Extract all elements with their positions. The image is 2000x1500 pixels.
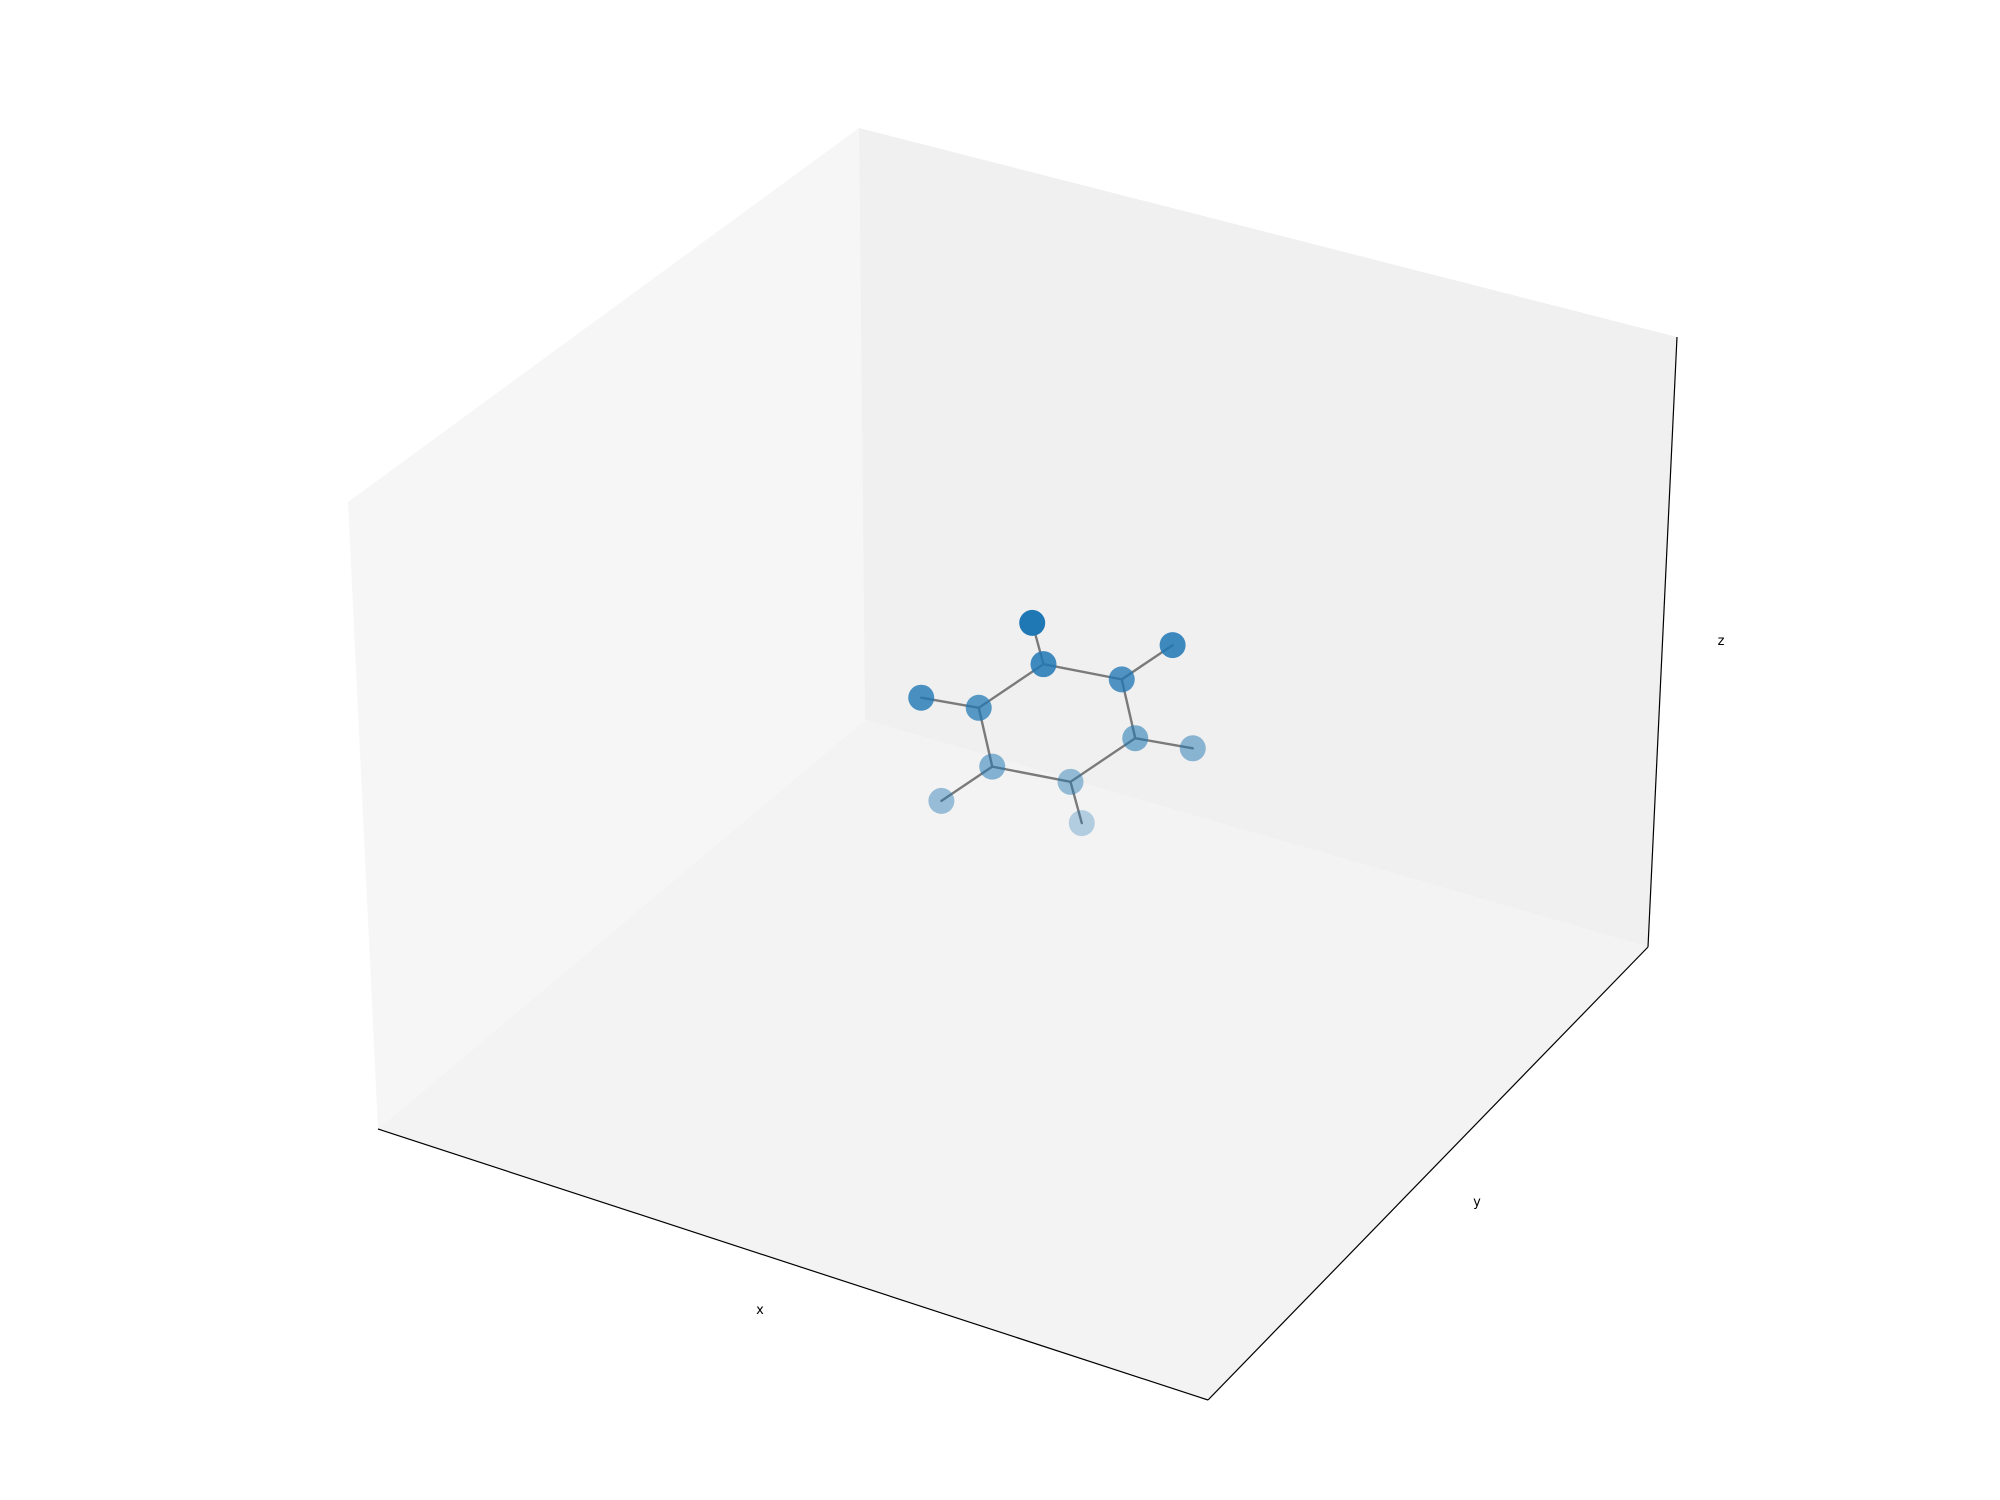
atom-point-C6	[1122, 725, 1149, 752]
bond-C3-C4	[977, 662, 1045, 710]
z-axis-label: z	[1718, 634, 1725, 649]
bond-C4-C5	[1042, 662, 1123, 681]
atoms-layer	[908, 609, 1206, 837]
bond-C1-C2	[991, 765, 1072, 784]
floor-pane	[378, 720, 1648, 1400]
atom-point-C2	[979, 753, 1006, 780]
atom-point-C3	[965, 694, 992, 721]
atom-point-C1	[1057, 768, 1084, 795]
x-axis-line	[377, 1128, 1209, 1401]
bond-C1-H1	[1069, 780, 1083, 825]
atom-point-H2	[928, 787, 955, 814]
z-axis-line	[1647, 336, 1678, 948]
atom-point-H4	[1019, 609, 1046, 636]
atom-point-C4	[1030, 651, 1057, 678]
atom-point-H5	[1159, 632, 1186, 659]
axes-panes	[348, 128, 1678, 1401]
y-axis-line	[1207, 946, 1649, 1401]
back-pane	[859, 128, 1677, 947]
x-axis-label: x	[756, 1303, 764, 1318]
atom-point-H3	[908, 684, 935, 711]
atom-point-H1	[1068, 810, 1095, 837]
atom-point-H6	[1179, 735, 1206, 762]
atom-point-C5	[1108, 666, 1135, 693]
left-pane	[348, 128, 865, 1129]
y-axis-label: y	[1473, 1195, 1481, 1210]
bond-C6-C1	[1069, 736, 1137, 784]
